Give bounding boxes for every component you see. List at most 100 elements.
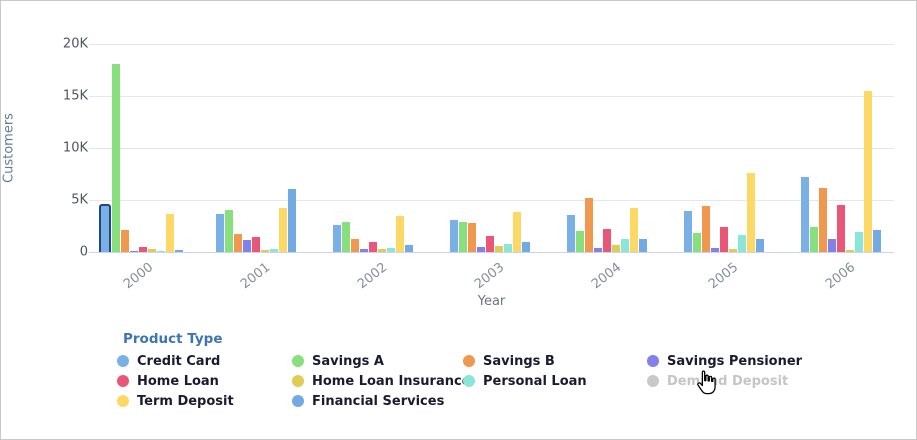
bar-personal-loan-2000[interactable] [157, 251, 165, 252]
bar-home-loan-2002[interactable] [369, 242, 377, 252]
bar-credit-card-2005[interactable] [684, 211, 692, 252]
bar-savings-a-2002[interactable] [342, 221, 350, 252]
bar-savings-a-2003[interactable] [459, 222, 467, 252]
bar-group-2005 [684, 172, 764, 252]
bar-financial-services-2005[interactable] [756, 239, 764, 252]
grid-line [89, 148, 894, 149]
bar-savings-a-2004[interactable] [576, 231, 584, 252]
y-tick-label: 15K [62, 88, 88, 104]
bar-credit-card-2001[interactable] [216, 214, 224, 252]
legend-label: Savings B [483, 353, 555, 369]
bar-group-2000 [99, 63, 183, 252]
y-tick-label: 20K [62, 36, 88, 52]
legend-label: Personal Loan [483, 373, 587, 389]
legend-item-home-loan[interactable]: Home Loan [117, 374, 292, 389]
bar-personal-loan-2004[interactable] [621, 239, 629, 252]
bar-personal-loan-2002[interactable] [387, 248, 395, 252]
bar-savings-b-2000[interactable] [121, 230, 129, 252]
plot-area [89, 44, 894, 253]
bar-financial-services-2001[interactable] [288, 188, 296, 252]
bar-term-deposit-2006[interactable] [864, 90, 872, 252]
x-axis-line [89, 252, 894, 253]
bar-home-loan-insurance-2006[interactable] [846, 250, 854, 252]
bar-savings-b-2004[interactable] [585, 197, 593, 252]
legend-item-credit-card[interactable]: Credit Card [117, 354, 292, 369]
bar-credit-card-2002[interactable] [333, 225, 341, 252]
bar-home-loan-2006[interactable] [837, 204, 845, 252]
bar-credit-card-2003[interactable] [450, 219, 458, 252]
legend-swatch-icon [117, 395, 129, 407]
legend-item-savings-b[interactable]: Savings B [463, 354, 647, 369]
bar-group-2004 [567, 197, 647, 252]
bar-savings-b-2005[interactable] [702, 206, 710, 252]
legend-swatch-icon [463, 375, 475, 387]
legend-label: Savings A [312, 353, 384, 369]
legend-swatch-icon [117, 375, 129, 387]
legend-swatch-icon [292, 395, 304, 407]
bar-savings-pensioner-2004[interactable] [594, 247, 602, 252]
bar-financial-services-2003[interactable] [522, 242, 530, 252]
legend-item-demand-deposit[interactable]: Demand Deposit [647, 374, 877, 389]
bar-personal-loan-2003[interactable] [504, 243, 512, 252]
bar-savings-b-2003[interactable] [468, 223, 476, 252]
legend-label: Term Deposit [137, 393, 234, 409]
bar-term-deposit-2001[interactable] [279, 208, 287, 252]
bar-home-loan-2001[interactable] [252, 236, 260, 252]
bar-savings-pensioner-2006[interactable] [828, 239, 836, 252]
bar-home-loan-2005[interactable] [720, 227, 728, 252]
legend-item-savings-pensioner[interactable]: Savings Pensioner [647, 354, 877, 369]
legend-item-term-deposit[interactable]: Term Deposit [117, 394, 292, 409]
bar-home-loan-2000[interactable] [139, 247, 147, 252]
bar-financial-services-2004[interactable] [639, 239, 647, 252]
bar-term-deposit-2002[interactable] [396, 215, 404, 252]
bar-home-loan-insurance-2005[interactable] [729, 248, 737, 252]
legend-item-home-loan-insurance[interactable]: Home Loan Insurance [292, 374, 471, 389]
bar-personal-loan-2005[interactable] [738, 235, 746, 252]
legend-label: Credit Card [137, 353, 221, 369]
bar-savings-pensioner-2005[interactable] [711, 247, 719, 252]
bar-savings-pensioner-2002[interactable] [360, 248, 368, 252]
bar-group-2001 [216, 188, 296, 252]
bar-personal-loan-2001[interactable] [270, 249, 278, 252]
bar-term-deposit-2003[interactable] [513, 212, 521, 252]
legend-label: Home Loan [137, 373, 219, 389]
bar-savings-b-2002[interactable] [351, 239, 359, 252]
bar-group-2003 [450, 212, 530, 252]
legend-swatch-icon [647, 355, 659, 367]
bar-credit-card-2000[interactable] [99, 204, 111, 252]
bar-financial-services-2002[interactable] [405, 245, 413, 252]
bar-home-loan-insurance-2001[interactable] [261, 250, 269, 252]
bar-savings-pensioner-2001[interactable] [243, 240, 251, 252]
bar-savings-pensioner-2000[interactable] [130, 251, 138, 252]
bar-savings-a-2006[interactable] [810, 226, 818, 252]
legend-label: Financial Services [312, 393, 445, 409]
bar-term-deposit-2005[interactable] [747, 172, 755, 252]
legend-item-personal-loan[interactable]: Personal Loan [463, 374, 647, 389]
bar-savings-b-2001[interactable] [234, 233, 242, 252]
bar-term-deposit-2004[interactable] [630, 208, 638, 252]
bar-home-loan-2004[interactable] [603, 229, 611, 252]
bar-savings-a-2000[interactable] [112, 63, 120, 252]
bar-home-loan-2003[interactable] [486, 236, 494, 252]
legend-item-savings-a[interactable]: Savings A [292, 354, 463, 369]
bar-term-deposit-2000[interactable] [166, 213, 174, 252]
bar-personal-loan-2006[interactable] [855, 232, 863, 252]
y-tick-label: 5K [71, 192, 88, 208]
y-axis-title: Customers [1, 113, 17, 183]
bar-home-loan-insurance-2002[interactable] [378, 249, 386, 252]
grid-line [89, 200, 894, 201]
bar-credit-card-2004[interactable] [567, 215, 575, 252]
bar-financial-services-2006[interactable] [873, 230, 881, 252]
bar-home-loan-insurance-2000[interactable] [148, 248, 156, 252]
bar-home-loan-insurance-2003[interactable] [495, 246, 503, 252]
bar-savings-a-2001[interactable] [225, 210, 233, 252]
legend-item-financial-services[interactable]: Financial Services [292, 394, 463, 409]
legend-label: Home Loan Insurance [312, 373, 471, 389]
bar-savings-b-2006[interactable] [819, 187, 827, 252]
bar-home-loan-insurance-2004[interactable] [612, 245, 620, 252]
bar-savings-pensioner-2003[interactable] [477, 247, 485, 252]
legend-label: Demand Deposit [667, 373, 789, 389]
bar-credit-card-2006[interactable] [801, 177, 809, 252]
bar-financial-services-2000[interactable] [175, 250, 183, 252]
bar-savings-a-2005[interactable] [693, 232, 701, 252]
